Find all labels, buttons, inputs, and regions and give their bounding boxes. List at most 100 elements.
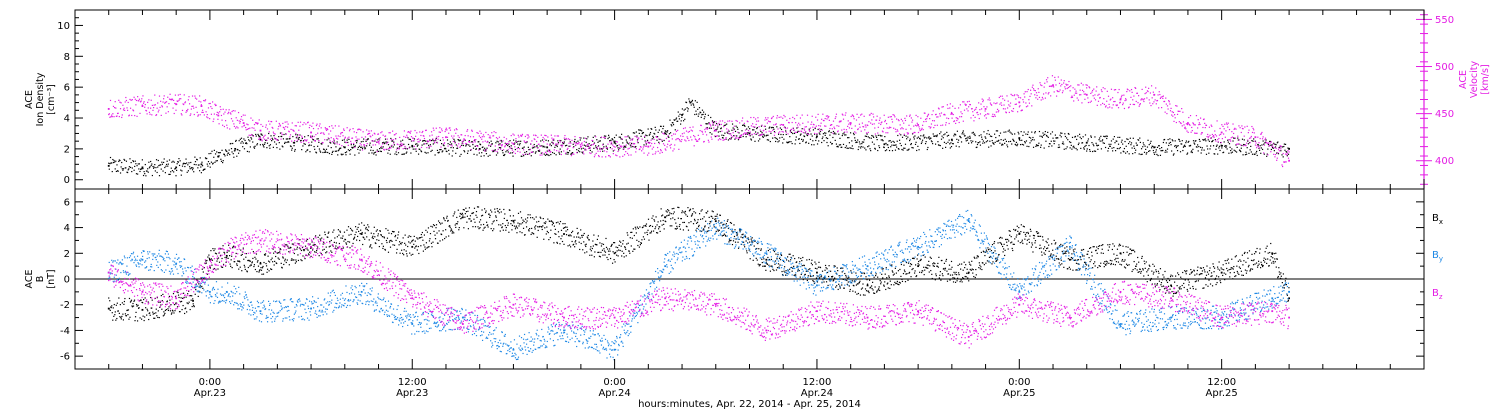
density-sample: [1149, 142, 1152, 144]
bx-sample: [177, 294, 180, 296]
density-sample: [1235, 151, 1238, 153]
density-sample: [1155, 149, 1157, 151]
bx-sample: [243, 264, 245, 266]
velocity-point: [714, 129, 717, 132]
density-sample: [909, 138, 911, 140]
bx-sample: [485, 211, 487, 214]
bx-point: [967, 271, 970, 274]
velocity-sample: [729, 120, 731, 122]
bx-sample: [152, 311, 154, 313]
bx-sample: [360, 229, 362, 231]
density-sample: [1199, 140, 1201, 142]
density-sample: [1087, 140, 1089, 142]
density-sample: [189, 168, 191, 170]
velocity-sample: [1082, 84, 1084, 86]
velocity-sample: [921, 124, 924, 126]
bx-sample: [136, 320, 139, 322]
density-sample: [224, 149, 227, 151]
density-sample: [950, 142, 952, 144]
density-sample: [559, 148, 561, 150]
velocity-sample: [1025, 106, 1028, 108]
density-point: [141, 166, 144, 169]
velocity-sample: [635, 148, 637, 150]
bx-sample: [421, 231, 423, 234]
density-sample: [129, 166, 132, 169]
density-sample: [188, 166, 191, 168]
density-sample: [956, 130, 959, 132]
velocity-sample: [998, 96, 1000, 99]
bx-sample: [265, 262, 267, 265]
bx-sample: [395, 252, 398, 254]
velocity-sample: [235, 127, 237, 129]
bx-sample: [325, 246, 327, 248]
velocity-sample: [472, 142, 474, 144]
density-sample: [996, 140, 998, 142]
density-sample: [830, 131, 832, 134]
velocity-sample: [1120, 96, 1123, 98]
density-sample: [602, 143, 604, 145]
bx-sample: [494, 208, 496, 210]
velocity-sample: [196, 98, 198, 100]
density-sample: [161, 161, 163, 163]
density-sample: [109, 156, 112, 159]
bx-sample: [327, 232, 329, 234]
density-sample: [1118, 147, 1120, 150]
bx-sample: [142, 302, 144, 304]
velocity-sample: [647, 142, 649, 144]
velocity-sample: [395, 132, 397, 135]
bx-sample: [306, 248, 308, 250]
velocity-sample: [910, 128, 912, 130]
density-sample: [951, 139, 953, 142]
density-sample: [1184, 145, 1186, 148]
velocity-sample: [1017, 95, 1019, 97]
velocity-sample: [782, 117, 784, 119]
bx-sample: [425, 229, 427, 231]
velocity-sample: [1148, 99, 1150, 101]
density-sample: [1099, 137, 1101, 139]
bx-sample: [394, 236, 396, 238]
bx-sample: [405, 244, 407, 246]
velocity-sample: [493, 131, 495, 133]
density-sample: [757, 132, 759, 134]
velocity-sample: [688, 130, 691, 133]
density-sample: [1084, 145, 1086, 148]
velocity-sample: [258, 119, 260, 121]
velocity-sample: [720, 123, 722, 126]
density-sample: [579, 151, 581, 153]
velocity-sample: [373, 132, 375, 134]
density-sample: [917, 136, 920, 138]
density-sample: [549, 143, 551, 145]
velocity-sample: [264, 134, 266, 136]
bx-sample: [418, 252, 420, 255]
density-sample: [900, 144, 902, 147]
density-sample: [1175, 147, 1177, 149]
bx-sample: [132, 302, 134, 305]
density-sample: [132, 160, 135, 163]
velocity-sample: [782, 131, 784, 133]
bx-sample: [219, 248, 221, 250]
density-sample: [745, 136, 747, 138]
velocity-sample: [497, 148, 499, 150]
velocity-sample: [772, 129, 774, 131]
density-sample: [628, 143, 630, 145]
velocity-sample: [495, 132, 497, 134]
density-sample: [1114, 150, 1117, 152]
velocity-sample: [739, 135, 741, 137]
density-sample: [818, 132, 820, 134]
density-sample: [992, 142, 995, 144]
density-sample: [236, 155, 238, 157]
density-sample: [1248, 152, 1250, 154]
bx-sample: [171, 312, 173, 314]
bx-sample: [305, 254, 307, 257]
velocity-sample: [265, 124, 267, 126]
density-sample: [498, 147, 501, 149]
density-sample: [328, 152, 331, 155]
bx-sample: [147, 301, 149, 303]
velocity-sample: [236, 119, 238, 121]
density-sample: [993, 133, 996, 135]
density-sample: [248, 151, 250, 153]
density-sample: [191, 169, 194, 171]
velocity-sample: [387, 148, 390, 150]
bx-sample: [373, 226, 375, 228]
bx-sample: [352, 242, 354, 245]
